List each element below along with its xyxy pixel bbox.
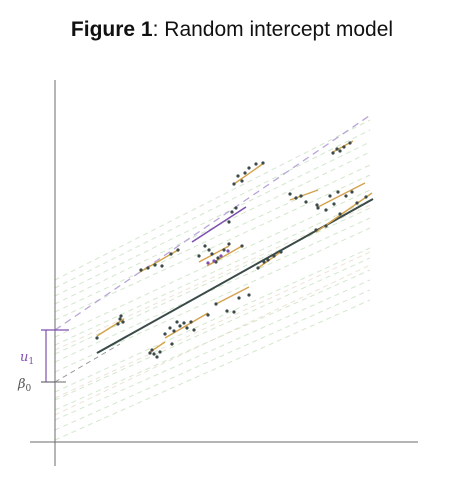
beta0-label: β0 [17, 377, 32, 394]
figure-title: Figure 1: Random intercept model [70, 18, 394, 41]
main-regression-line [96, 198, 374, 354]
faint-dashed-lines [54, 119, 371, 441]
highlight-group-points [206, 249, 230, 265]
faint-dashed-lines-lower [54, 204, 371, 416]
figure-label: Figure 1 [70, 18, 153, 41]
data-points [95, 141, 368, 359]
figure-title-text: Random intercept model [164, 18, 394, 41]
beta0-dashed-line [54, 343, 121, 383]
highlight-group-dashed-line [54, 113, 373, 331]
highlight-group-line [191, 206, 247, 243]
u1-label: u1 [20, 350, 34, 367]
